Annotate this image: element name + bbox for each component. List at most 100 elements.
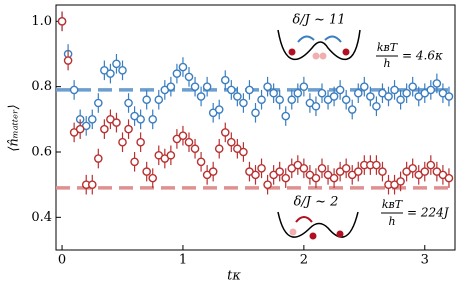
data-point (372, 101, 381, 111)
data-point (341, 164, 351, 173)
data-point (190, 144, 200, 154)
y-axis-label: ⟨n̂ₘₐₜₜₑᵣ⟩ (7, 104, 22, 151)
data-point (196, 92, 206, 101)
data-point (142, 95, 151, 105)
data-point (251, 108, 260, 118)
data-point (87, 180, 97, 189)
data-point (317, 164, 327, 173)
data-point (220, 75, 230, 85)
data-point (172, 69, 182, 78)
data-point (100, 124, 109, 134)
bottom-inset (277, 211, 359, 240)
data-point (353, 88, 363, 98)
x-tick-label: 2 (300, 253, 308, 268)
data-point (69, 85, 79, 95)
data-point (63, 56, 73, 65)
atom (289, 228, 297, 236)
data-point (136, 137, 145, 147)
y-tick-label: 0.8 (31, 79, 52, 94)
data-point (311, 173, 321, 183)
data-point (245, 85, 254, 95)
data-point (317, 88, 327, 98)
arrow (295, 216, 313, 223)
data-point (106, 69, 115, 78)
data-point (378, 167, 387, 176)
data-point (263, 82, 272, 91)
data-point (94, 154, 103, 163)
well (277, 211, 359, 238)
data-point (118, 137, 127, 147)
atom (342, 48, 350, 56)
data-point (184, 137, 194, 147)
data-point (202, 82, 212, 91)
data-point (112, 118, 121, 127)
data-point (299, 164, 309, 173)
data-point (214, 105, 224, 114)
data-point (426, 85, 436, 95)
annotation: h (383, 57, 390, 70)
data-point (87, 115, 97, 124)
data-point (396, 95, 405, 105)
data-point (233, 92, 242, 101)
data-point (257, 164, 266, 173)
data-point (444, 92, 454, 101)
x-tick-label: 1 (179, 253, 187, 268)
data-point (263, 180, 272, 189)
annotation: kʙT (382, 198, 404, 211)
data-point (293, 88, 303, 98)
data-point (178, 131, 188, 140)
atom (312, 52, 320, 60)
top-inset (277, 29, 361, 61)
data-point (408, 82, 417, 91)
annotation: kʙT (377, 41, 399, 54)
data-point (366, 92, 375, 101)
data-point (239, 147, 248, 157)
data-point (124, 98, 133, 108)
data-point (148, 115, 158, 124)
data-point (94, 98, 103, 108)
data-point (329, 92, 339, 101)
annotation: = 224J (407, 206, 450, 220)
annotation: δ/J ~ 2 (294, 195, 339, 210)
data-point (329, 173, 339, 183)
data-point (275, 167, 284, 176)
data-point (269, 88, 278, 98)
arrow (324, 35, 342, 43)
data-point (402, 88, 411, 98)
atom (319, 52, 327, 60)
data-point (118, 66, 127, 75)
data-point (341, 95, 351, 105)
data-point (311, 101, 321, 111)
data-point (220, 128, 230, 137)
data-point (287, 95, 297, 105)
data-point (124, 124, 133, 134)
data-point (130, 157, 139, 167)
annotation: h (388, 215, 395, 228)
data-point (190, 82, 200, 91)
data-point (384, 92, 393, 101)
data-point (335, 85, 345, 95)
data-point (420, 167, 430, 176)
y-tick-label: 1.0 (31, 14, 52, 29)
data-point (432, 79, 442, 88)
data-point (396, 177, 405, 186)
data-point (227, 85, 236, 95)
data-point (214, 144, 224, 154)
data-point (57, 17, 67, 26)
atom (288, 48, 296, 56)
well (277, 29, 361, 61)
x-tick-label: 0 (58, 253, 66, 268)
data-point (275, 95, 284, 105)
data-point (390, 85, 399, 95)
data-point (360, 82, 369, 91)
y-tick-label: 0.6 (31, 145, 52, 160)
data-point (178, 62, 188, 72)
data-point (208, 167, 218, 176)
y-tick-label: 0.4 (31, 210, 52, 225)
data-point (372, 160, 381, 170)
data-point (184, 72, 194, 82)
data-point (196, 157, 206, 167)
data-point (426, 160, 436, 170)
data-point (281, 173, 291, 183)
annotation: = 4.6κ (402, 49, 443, 63)
